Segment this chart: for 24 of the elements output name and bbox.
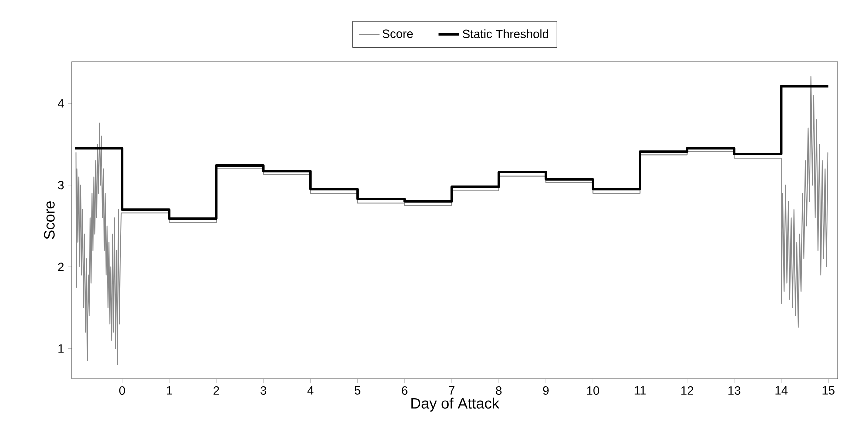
x-tick-label: 4 (308, 386, 314, 395)
x-axis-title: Day of Attack (412, 398, 500, 412)
x-tick-label: 3 (260, 386, 266, 396)
x-tick-label: 15 (822, 386, 835, 395)
x-tick-label: 6 (402, 386, 408, 396)
x-tick-label: 9 (543, 386, 549, 396)
x-tick-label: 0 (120, 386, 126, 396)
y-tick-label: 1 (58, 344, 64, 353)
x-tick-label: 12 (682, 386, 694, 395)
x-tick-label: 5 (354, 386, 361, 395)
x-tick-label: 13 (728, 386, 741, 396)
y-tick-label: 4 (58, 100, 64, 108)
x-tick-label: 7 (449, 386, 455, 395)
x-tick-label: 2 (214, 386, 220, 395)
x-tick-label: 10 (587, 386, 600, 396)
x-tick-label: 14 (776, 386, 788, 395)
y-tick-label: 2 (58, 262, 64, 272)
y-axis-title: Score (44, 202, 55, 240)
legend-label: Score (382, 30, 414, 38)
x-tick-label: 8 (496, 386, 502, 396)
x-tick-label: 1 (167, 386, 172, 395)
legend-label: Static Threshold (463, 30, 548, 38)
y-tick-label: 3 (58, 181, 64, 190)
x-tick-label: 11 (634, 386, 646, 395)
